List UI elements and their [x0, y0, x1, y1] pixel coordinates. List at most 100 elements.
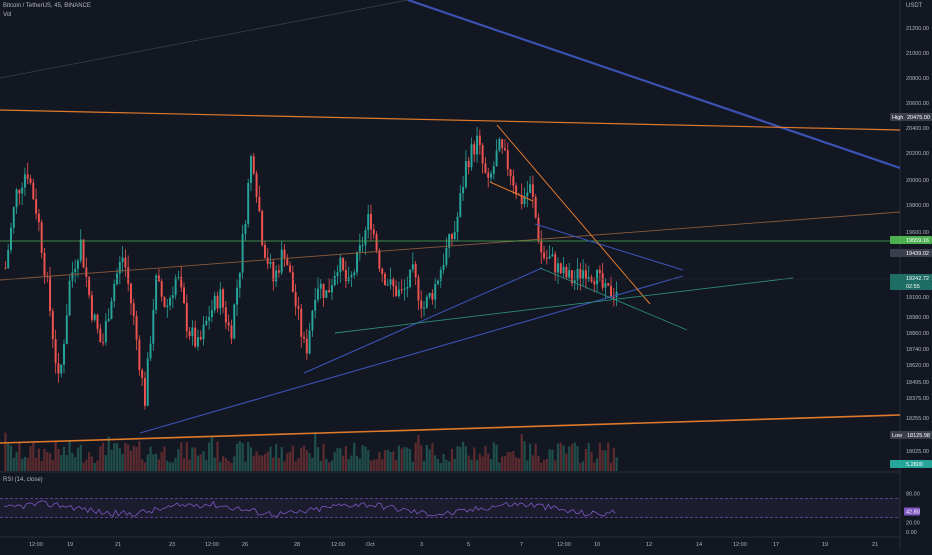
candle-body [325, 290, 328, 298]
candle-body [7, 249, 10, 269]
candle-body [462, 187, 465, 194]
volume-bar [283, 461, 286, 471]
candle-body [191, 327, 194, 337]
volume-bar [174, 457, 177, 471]
candle-body [269, 261, 272, 264]
candle-body [414, 264, 417, 278]
candle-body [227, 322, 230, 326]
volume-bar [65, 455, 68, 471]
candle-body [403, 288, 406, 290]
candle-body [82, 239, 85, 268]
candle-body [314, 299, 317, 311]
time-tick-label: 19 [67, 542, 73, 548]
volume-bar [166, 460, 169, 471]
volume-bar [528, 443, 532, 471]
volume-bar [520, 434, 523, 471]
volume-bar [57, 448, 60, 471]
candle-body [551, 254, 554, 257]
volume-bar [604, 450, 607, 471]
volume-bar [160, 451, 163, 471]
faint-trendline [0, 0, 409, 79]
candle-body [319, 283, 322, 289]
candle-body [194, 327, 197, 347]
candle-body [361, 245, 364, 247]
volume-bar [288, 452, 292, 471]
volume-bar [492, 442, 495, 471]
volume-bar [353, 442, 356, 471]
candle-body [266, 257, 269, 264]
candle-body [372, 229, 375, 235]
volume-bar [194, 447, 197, 471]
price-tick-label: 18025.00 [906, 449, 929, 455]
time-tick-label: 21 [115, 542, 121, 548]
volume-bar [104, 455, 107, 471]
candle-body [250, 156, 252, 184]
candle-body [300, 308, 303, 337]
volume-bar [570, 443, 574, 471]
volume-bar [93, 462, 96, 471]
volume-bar [442, 454, 445, 471]
price-tick-label: 20400.00 [906, 126, 929, 132]
candle-body [155, 275, 158, 310]
volume-bar [48, 453, 52, 471]
price-tick-label: 21200.00 [906, 26, 929, 32]
volume-bar [512, 451, 515, 471]
candle-body [10, 227, 12, 250]
volume-bar [68, 441, 71, 471]
candle-body [612, 297, 615, 299]
candle-body [37, 213, 40, 223]
candle-body [291, 272, 294, 293]
volume-bar [277, 458, 281, 471]
volume-bar [23, 456, 27, 471]
candle-body [60, 364, 63, 374]
candle-body [356, 251, 359, 273]
candle-body [93, 314, 96, 320]
orange-down-line [496, 124, 651, 305]
volume-bar [584, 449, 588, 471]
candle-body [222, 289, 225, 308]
candle-body [383, 273, 386, 285]
candle-body [286, 257, 289, 266]
candle-body [428, 292, 431, 297]
volume-bar [420, 445, 423, 471]
candle-body [224, 307, 227, 323]
blue-resistance-line [407, 0, 901, 170]
candle-body [425, 296, 428, 308]
volume-bar [601, 449, 604, 471]
candle-body [88, 276, 91, 296]
volume-bar [350, 455, 353, 471]
candle-body [35, 199, 38, 214]
candle-body [336, 272, 339, 276]
volume-bar [456, 446, 459, 471]
candle-body [420, 300, 423, 309]
volume-bar [470, 459, 473, 471]
volume-bar [110, 449, 113, 471]
candle-body [386, 284, 389, 286]
volume-bar [210, 436, 214, 471]
price-tick-label: 19600.00 [906, 230, 929, 236]
volume-bar [115, 443, 119, 471]
volume-bar [328, 462, 331, 471]
candle-body [565, 266, 568, 278]
volume-bar [559, 442, 562, 471]
volume-bar [46, 452, 49, 471]
volume-bar [191, 447, 194, 471]
rsi-band [0, 498, 900, 518]
candle-body [545, 257, 548, 259]
volume-bar [551, 449, 554, 471]
candle-body [65, 315, 68, 345]
volume-bar [107, 436, 110, 471]
time-tick-label: 21 [872, 542, 878, 548]
volume-bar [247, 442, 250, 471]
volume-bar [255, 451, 258, 471]
candle-body [26, 174, 29, 179]
volume-bar [389, 451, 392, 471]
candle-body [400, 289, 403, 291]
volume-bar [219, 461, 222, 471]
candle-body [490, 173, 492, 178]
candle-body [305, 338, 308, 354]
candle-body [146, 358, 149, 406]
volume-bar [85, 459, 88, 471]
